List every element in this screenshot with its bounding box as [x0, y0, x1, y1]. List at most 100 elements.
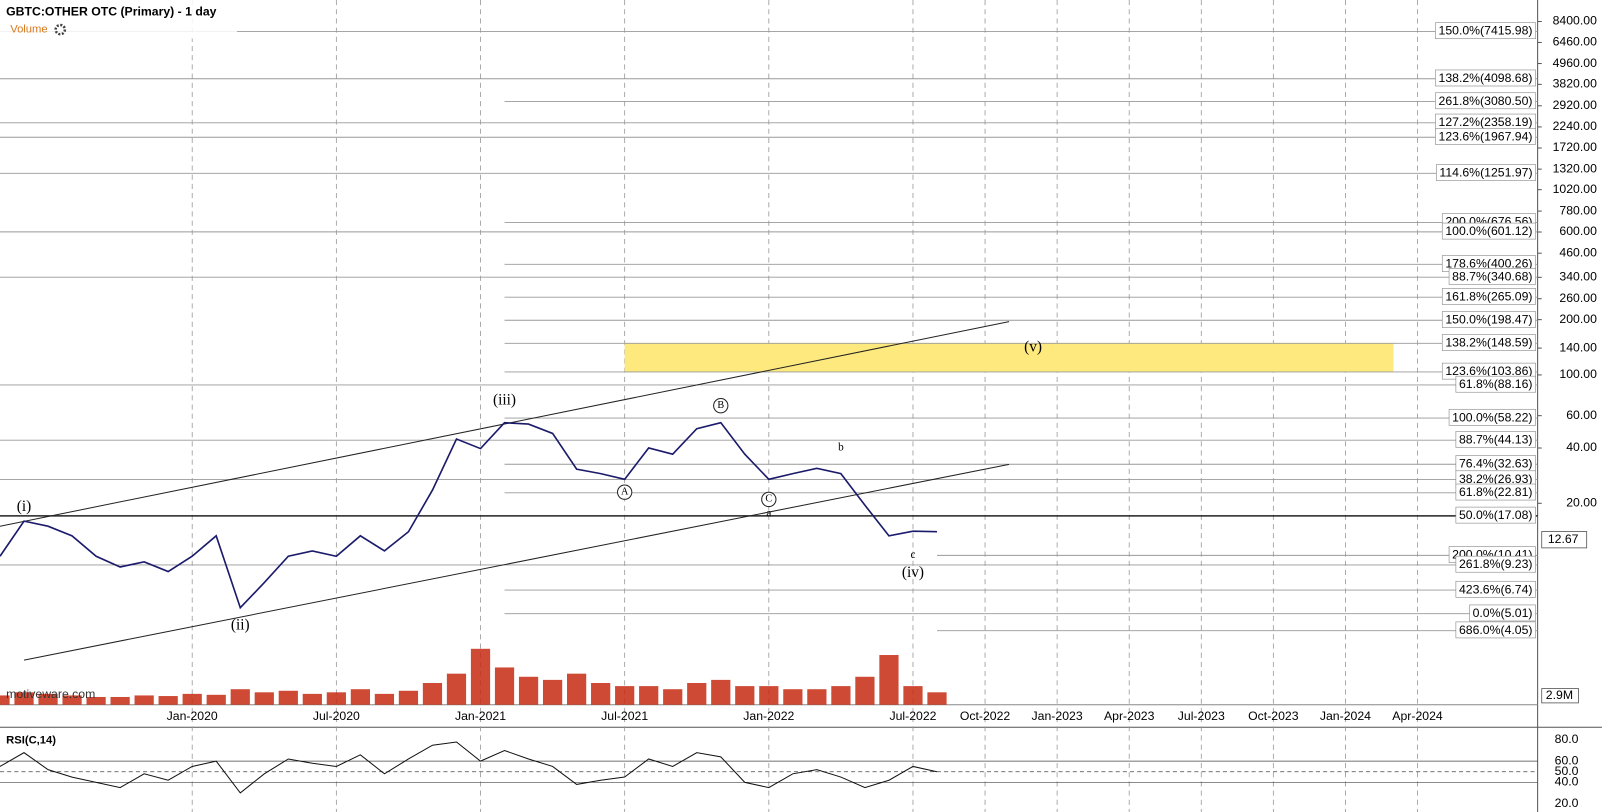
wave-label: a: [766, 508, 771, 520]
rsi-tick-label: 20.0: [1555, 796, 1579, 810]
settings-icon[interactable]: [54, 23, 67, 36]
level-label-box: [1441, 334, 1536, 351]
y-tick-label: 780.00: [1559, 203, 1597, 217]
last-price: 12.67: [1548, 532, 1579, 546]
y-tick-label: 100.00: [1559, 367, 1597, 381]
y-tick-label: 6460.00: [1553, 35, 1597, 49]
y-tick-label: 20.00: [1566, 496, 1597, 510]
wave-label: (i): [17, 498, 31, 515]
volume-label: Volume: [10, 24, 47, 36]
volume-bar: [158, 696, 178, 705]
level-label-box: [1435, 22, 1536, 40]
chart-title: GBTC:OTHER OTC (Primary) - 1 day: [6, 4, 217, 18]
rsi-tick-label: 50.0: [1555, 764, 1579, 778]
volume-bar: [927, 692, 947, 705]
volume-bar: [591, 682, 611, 705]
volume-bar: [567, 673, 587, 705]
volume-bar: [783, 689, 803, 705]
price-line: [0, 421, 938, 610]
level-label: 88.7%(44.13): [1459, 432, 1533, 446]
x-tick-label: Jan-2021: [455, 709, 506, 723]
y-tick-label: 140.00: [1559, 340, 1597, 354]
wave-label: (v): [1024, 339, 1042, 356]
wave-label: (ii): [231, 616, 250, 633]
level-label-box: [1455, 580, 1536, 598]
rsi-tick-label: 40.0: [1555, 775, 1579, 789]
volume-bar: [446, 673, 467, 705]
wave-label: b: [838, 442, 844, 454]
volume-bar: [831, 686, 851, 705]
level-label: 161.8%(265.09): [1445, 289, 1532, 303]
level-label: 423.6%(6.74): [1459, 582, 1533, 596]
volume-bar: [494, 667, 515, 705]
volume-bar: [254, 692, 274, 705]
level-label: 61.8%(88.16): [1459, 377, 1533, 391]
level-label: 150.0%(7415.98): [1439, 24, 1533, 38]
volume-bar: [422, 682, 443, 705]
y-tick-label: 260.00: [1559, 291, 1597, 305]
volume-bar: [326, 692, 346, 705]
y-tick-label: 1020.00: [1553, 182, 1597, 196]
level-label: 138.2%(4098.68): [1439, 71, 1533, 85]
rsi-label: RSI(C,14): [6, 734, 56, 746]
x-tick-label: Oct-2022: [960, 709, 1011, 723]
level-label: 61.8%(22.81): [1459, 485, 1533, 499]
trendline: [23, 463, 1010, 661]
x-tick-label: Jul-2020: [313, 709, 360, 723]
level-label: 0.0%(5.01): [1473, 606, 1533, 620]
trendline: [0, 321, 1010, 527]
y-tick-label: 1720.00: [1553, 140, 1597, 154]
level-label-box: [1455, 431, 1536, 448]
level-label: 686.0%(4.05): [1459, 623, 1533, 637]
rsi-tick-label: 80.0: [1555, 732, 1579, 746]
level-label-box: [1441, 222, 1536, 240]
wave-circle: [617, 484, 633, 500]
volume-bar: [62, 695, 82, 705]
x-tick-label: Jan-2024: [1320, 709, 1371, 723]
y-tick-label: 60.00: [1566, 408, 1597, 422]
x-tick-label: Jan-2022: [743, 709, 794, 723]
y-tick-label: 460.00: [1559, 245, 1597, 259]
x-tick-label: Jan-2020: [167, 709, 218, 723]
x-tick-label: Jul-2023: [1178, 709, 1225, 723]
wave-label: C: [765, 494, 772, 505]
level-label-box: [1455, 483, 1536, 501]
volume-bar: [855, 676, 875, 705]
volume-bar: [350, 689, 370, 705]
level-label: 114.6%(1251.97): [1439, 166, 1532, 180]
level-label-box: [1455, 555, 1536, 573]
x-tick-label: Jul-2021: [601, 709, 648, 723]
level-label-box: [1435, 69, 1536, 87]
y-tick-label: 8400.00: [1553, 14, 1597, 28]
volume-bar: [206, 694, 226, 705]
y-tick-label: 1320.00: [1553, 161, 1597, 175]
volume-bar: [615, 686, 635, 705]
level-label: 261.8%(9.23): [1459, 557, 1533, 571]
wave-circle: [713, 398, 729, 414]
price-tag: [1541, 531, 1588, 549]
volume-bar: [759, 686, 779, 705]
y-tick-label: 600.00: [1559, 224, 1597, 238]
level-label: 261.8%(3080.50): [1439, 94, 1533, 108]
level-label-box: [1436, 164, 1536, 181]
axis-tag: [1541, 688, 1579, 704]
level-label: 50.0%(17.08): [1459, 508, 1533, 522]
x-tick-label: Oct-2023: [1248, 709, 1299, 723]
level-label: 138.2%(148.59): [1445, 336, 1532, 350]
volume-bar: [663, 689, 683, 705]
volume-bar: [182, 693, 202, 705]
volume-bar: [302, 693, 322, 705]
level-label: 123.6%(1967.94): [1439, 129, 1533, 143]
x-tick-label: Jan-2023: [1032, 709, 1083, 723]
level-label: 100.0%(58.22): [1452, 410, 1532, 424]
level-label: 100.0%(601.12): [1445, 224, 1532, 238]
level-label-box: [1448, 268, 1536, 285]
level-label: 127.2%(2358.19): [1439, 115, 1533, 129]
level-label-box: [1448, 408, 1536, 426]
wave-label: B: [717, 400, 724, 411]
volume-bar: [374, 693, 395, 705]
level-label-box: [1455, 506, 1536, 524]
